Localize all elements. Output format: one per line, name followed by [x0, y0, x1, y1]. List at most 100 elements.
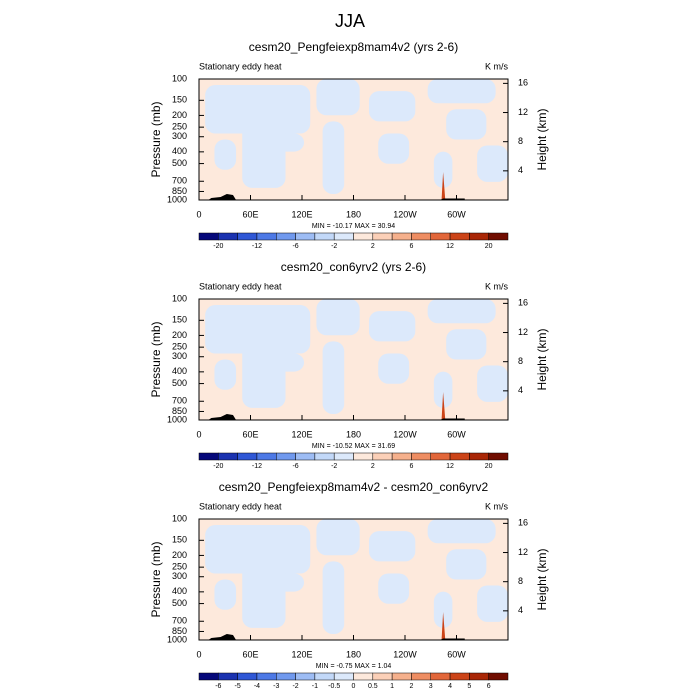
- colorbar-box: [276, 232, 296, 241]
- x-tick-label: 180: [346, 209, 361, 219]
- panel-title: cesm20_Pengfeiexp8mam4v2 (yrs 2-6): [249, 40, 458, 54]
- field-blob: [433, 151, 453, 188]
- field-blob: [242, 561, 286, 628]
- y-tick-label: 700: [172, 396, 187, 406]
- left-string: Stationary eddy heat: [199, 281, 282, 291]
- field-blob: [427, 79, 496, 104]
- colorbar-box: [276, 672, 296, 681]
- colorbar-label: 0.5: [368, 683, 378, 690]
- field-blob: [378, 353, 410, 384]
- colorbar-box: [218, 232, 238, 241]
- y-tick-label: 150: [172, 535, 187, 545]
- topography: [208, 414, 465, 420]
- colorbar-label: 6: [409, 463, 413, 470]
- colorbar-box: [391, 452, 412, 461]
- y2-tick-label: 8: [518, 576, 523, 586]
- x-tick-label: 0: [196, 429, 201, 439]
- field-blob: [276, 133, 305, 152]
- colorbar-box: [430, 672, 451, 681]
- field-blob: [477, 365, 508, 402]
- y-tick-label: 500: [172, 158, 187, 168]
- y2-axis-label: Height (km): [535, 328, 549, 390]
- field-blob: [214, 579, 237, 610]
- x-tick-label: 60W: [447, 209, 466, 219]
- field-blob: [214, 359, 237, 390]
- colorbar-box: [372, 672, 393, 681]
- colorbar-label: 4: [448, 683, 452, 690]
- topography: [208, 634, 465, 640]
- x-tick-label: 120E: [291, 649, 312, 659]
- colorbar-box: [218, 452, 238, 461]
- field-blob: [477, 145, 508, 182]
- y-tick-label: 200: [172, 110, 187, 120]
- colorbar-label: 12: [446, 243, 454, 250]
- y-tick-label: 300: [172, 351, 187, 361]
- colorbar-label: 3: [429, 683, 433, 690]
- colorbar-box: [449, 232, 470, 241]
- field-blob: [242, 121, 286, 188]
- y-tick-label: 250: [172, 342, 187, 352]
- y2-tick-label: 16: [518, 298, 528, 308]
- field-blob: [205, 85, 311, 134]
- y-tick-label: 1000: [167, 634, 187, 644]
- right-string: K m/s: [485, 61, 509, 71]
- y-axis-label: Pressure (mb): [149, 541, 163, 617]
- colorbar-label: 5: [467, 683, 471, 690]
- colorbar-box: [469, 452, 489, 461]
- colorbar-box: [449, 672, 470, 681]
- y-tick-label: 100: [172, 513, 187, 523]
- field-peak: [441, 172, 446, 200]
- colorbar-label: 12: [446, 463, 454, 470]
- y-axis-label: Pressure (mb): [149, 101, 163, 177]
- colorbar-box: [333, 452, 354, 461]
- x-tick-label: 120W: [393, 429, 417, 439]
- colorbar-label: -20: [213, 243, 223, 250]
- colorbar-label: -5: [235, 683, 241, 690]
- field-blob: [368, 91, 416, 122]
- field-blob: [322, 121, 345, 194]
- x-tick-label: 180: [346, 429, 361, 439]
- colorbar-label: 6: [409, 243, 413, 250]
- colorbar-label: 2: [371, 463, 375, 470]
- field-peak: [441, 612, 446, 640]
- colorbar-box: [430, 452, 451, 461]
- x-tick-label: 120W: [393, 209, 417, 219]
- y-tick-label: 400: [172, 146, 187, 156]
- field-blob: [214, 139, 237, 170]
- colorbar-label: -12: [252, 463, 262, 470]
- y-tick-label: 250: [172, 122, 187, 132]
- colorbar-box: [295, 672, 316, 681]
- colorbar-label: -6: [292, 243, 298, 250]
- y2-tick-label: 12: [518, 327, 528, 337]
- colorbar-box: [295, 452, 316, 461]
- y2-tick-label: 8: [518, 356, 523, 366]
- y-tick-label: 850: [172, 406, 187, 416]
- field-blob: [446, 109, 487, 140]
- field-blob: [378, 133, 410, 164]
- colorbar-box: [411, 672, 431, 681]
- y2-tick-label: 4: [518, 385, 523, 395]
- y-tick-label: 500: [172, 378, 187, 388]
- y2-tick-label: 16: [518, 518, 528, 528]
- colorbar-label: -0.5: [328, 683, 340, 690]
- field-blob: [316, 519, 360, 556]
- stats: MIN = -10.52 MAX = 31.69: [312, 443, 395, 450]
- colorbar-box: [295, 232, 316, 241]
- colorbar-box: [469, 232, 489, 241]
- y2-tick-label: 4: [518, 605, 523, 615]
- colorbar-box: [218, 672, 238, 681]
- colorbar-label: -2: [292, 683, 298, 690]
- x-tick-label: 0: [196, 649, 201, 659]
- main-title: JJA: [335, 11, 365, 31]
- colorbar-label: -6: [215, 683, 221, 690]
- y2-tick-label: 16: [518, 78, 528, 88]
- stats: MIN = -10.17 MAX = 30.94: [312, 223, 395, 230]
- colorbar-label: 2: [409, 683, 413, 690]
- field-blob: [368, 311, 416, 342]
- panel-title: cesm20_con6yrv2 (yrs 2-6): [281, 260, 426, 274]
- colorbar-label: -2: [331, 243, 337, 250]
- field-blob: [276, 353, 305, 372]
- y-tick-label: 300: [172, 131, 187, 141]
- colorbar-box: [449, 452, 470, 461]
